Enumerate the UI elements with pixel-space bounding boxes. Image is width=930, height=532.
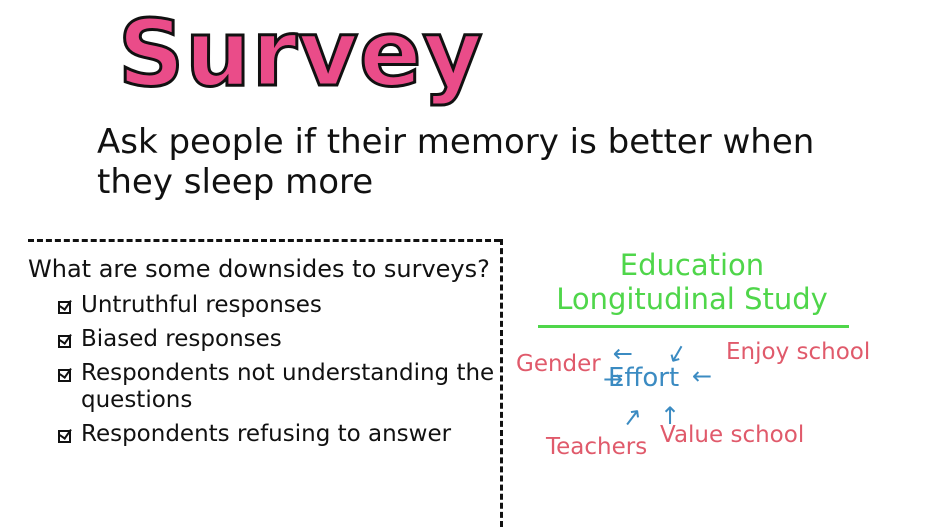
factor-teachers: Teachers: [546, 434, 648, 460]
arrow-icon: ←: [692, 362, 713, 390]
downside-item: Untruthful responses: [58, 292, 498, 318]
arrow-icon: ↑: [660, 402, 681, 430]
page-title: Survey: [116, 0, 484, 107]
effort-diagram: Gender Enjoy school Effort Teachers Valu…: [510, 330, 920, 490]
downsides-question: What are some downsides to surveys?: [28, 255, 490, 283]
factor-value-school: Value school: [660, 422, 805, 448]
checkbox-icon: [58, 429, 71, 443]
arrow-icon: ↗: [620, 401, 644, 433]
checkbox-icon: [58, 335, 71, 349]
downside-text: Biased responses: [81, 326, 282, 353]
checkbox-icon: [58, 301, 71, 314]
study-underline: [538, 325, 849, 328]
downside-item: Biased responses: [58, 326, 498, 352]
arrow-icon: ↓: [608, 343, 637, 365]
dashed-divider-top: [28, 239, 500, 242]
downside-text: Respondents refusing to answer: [81, 420, 452, 447]
downside-item: Respondents not understanding the questi…: [58, 360, 498, 413]
downsides-list: Untruthful responses Biased responses Re…: [58, 292, 498, 455]
factor-enjoy-school: Enjoy school: [726, 339, 871, 365]
downside-text: Respondents not understanding the questi…: [81, 360, 495, 413]
checkbox-icon: [58, 369, 71, 383]
arrow-icon: →: [603, 365, 624, 393]
study-title: Education Longitudinal Study: [556, 248, 828, 316]
survey-prompt: Ask people if their memory is better whe…: [97, 122, 815, 203]
downside-text: Untruthful responses: [81, 292, 322, 318]
dashed-divider-right: [500, 239, 503, 527]
downside-item: Respondents refusing to answer: [58, 421, 498, 447]
effort-center: Effort: [608, 363, 680, 393]
factor-gender: Gender: [516, 351, 601, 377]
